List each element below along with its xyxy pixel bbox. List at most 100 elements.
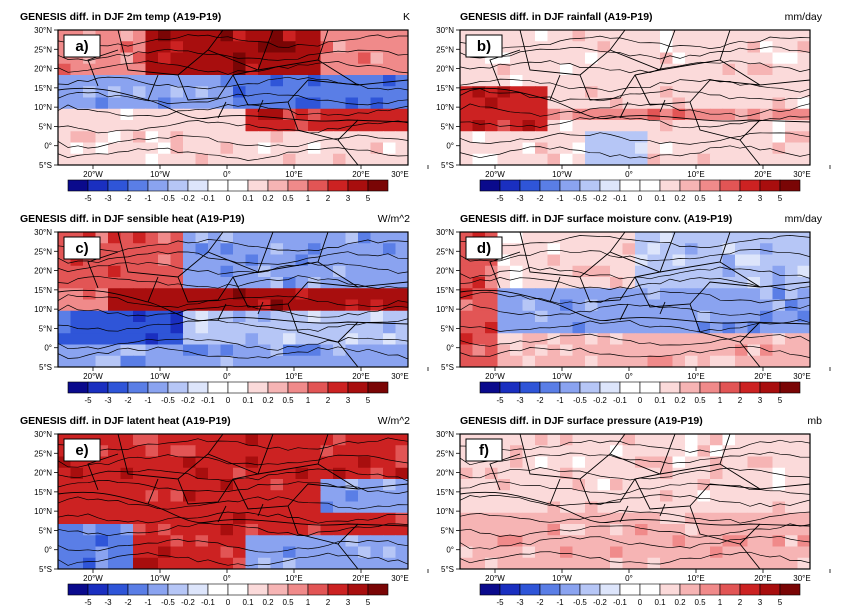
field-cell [170, 254, 184, 267]
field-cell [283, 467, 297, 480]
field-cell [295, 63, 309, 76]
field-cell [120, 120, 134, 132]
field-cell [772, 512, 786, 525]
lat-tick-label: 5°S [441, 161, 454, 170]
field-cell [697, 434, 711, 446]
field-cell [258, 63, 272, 76]
field-cell [158, 456, 172, 469]
field-cell [522, 490, 536, 503]
field-cell [722, 288, 736, 301]
field-cell [797, 524, 810, 536]
border-line [337, 543, 359, 569]
field-cell [283, 30, 297, 42]
field-cell [697, 344, 711, 357]
field-cell [295, 254, 309, 267]
field-cell [660, 456, 674, 469]
field-cell [95, 434, 109, 446]
field-cell [597, 254, 611, 267]
field-cell [295, 277, 309, 289]
field-cell [597, 131, 611, 144]
field-cell [710, 41, 724, 54]
field-cell [460, 153, 474, 165]
field-cell [710, 355, 724, 367]
field-cell [772, 456, 786, 469]
field-cell [572, 467, 586, 480]
field-cell [572, 75, 586, 87]
field-cell [685, 131, 699, 144]
field-cell [560, 52, 574, 65]
colorbar-label: 0 [638, 598, 643, 607]
field-cell [510, 97, 524, 110]
border-line [460, 491, 810, 527]
field-cell [308, 142, 322, 155]
field-cell [370, 142, 384, 155]
field-cell [785, 322, 799, 334]
field-cell [622, 254, 636, 267]
field-cell [510, 265, 524, 278]
field-cell [560, 322, 574, 334]
field-cell [145, 524, 159, 536]
field-cell [183, 86, 197, 99]
field-cell [83, 333, 97, 346]
lat-tick-label: 20°N [436, 267, 454, 276]
field-cell [108, 86, 122, 99]
colorbar-swatch [147, 179, 169, 192]
field-cell [485, 265, 499, 278]
field-cell [585, 52, 599, 65]
field-cell [635, 108, 649, 121]
field-cell [395, 467, 408, 480]
lon-tick-label: 10°E [285, 372, 302, 381]
field-cell [560, 445, 574, 458]
field-cell [83, 355, 97, 367]
field-cell [283, 265, 297, 278]
field-cell [145, 131, 159, 144]
field-cell [772, 445, 786, 458]
field-cell [535, 30, 549, 42]
field-cell [158, 479, 172, 491]
field-cell [710, 254, 724, 267]
field-cell [535, 265, 549, 278]
field-cell [333, 557, 347, 569]
contour-line [58, 538, 408, 553]
field-cell [145, 535, 159, 548]
field-cell [672, 535, 686, 548]
field-cell [220, 355, 234, 367]
field-cell [208, 344, 222, 357]
field-cell [233, 232, 247, 244]
field-cell [108, 355, 122, 367]
field-cell [472, 557, 486, 569]
field-cell [170, 546, 184, 559]
field-cell [635, 546, 649, 559]
field-cell [560, 120, 574, 132]
field-cell [722, 30, 736, 42]
border-line [659, 301, 666, 315]
field-cell [208, 535, 222, 548]
field-cell [660, 131, 674, 144]
field-cell [635, 41, 649, 54]
field-cell [220, 277, 234, 289]
field-cell [735, 310, 749, 323]
field-cell [660, 153, 674, 165]
field-cell [133, 434, 147, 446]
field-cell [572, 142, 586, 155]
colorbar-swatch [519, 583, 541, 596]
field-cell [497, 243, 511, 256]
field-cell [722, 41, 736, 54]
field-cell [233, 310, 247, 323]
field-cell [735, 501, 749, 514]
field-cell [183, 153, 197, 165]
field-cell [610, 322, 624, 334]
field-cell [672, 524, 686, 536]
field-cell [370, 546, 384, 559]
contour-line [460, 319, 810, 333]
field-cell [622, 30, 636, 42]
field-cell [158, 299, 172, 312]
field-cell [320, 86, 334, 99]
lat-tick-label: 25°N [34, 45, 52, 54]
field-cell [485, 108, 499, 121]
field-cell [760, 546, 774, 559]
field-cell [760, 120, 774, 132]
field-cell [70, 501, 84, 514]
field-cell [610, 512, 624, 525]
field-cell [735, 232, 749, 244]
